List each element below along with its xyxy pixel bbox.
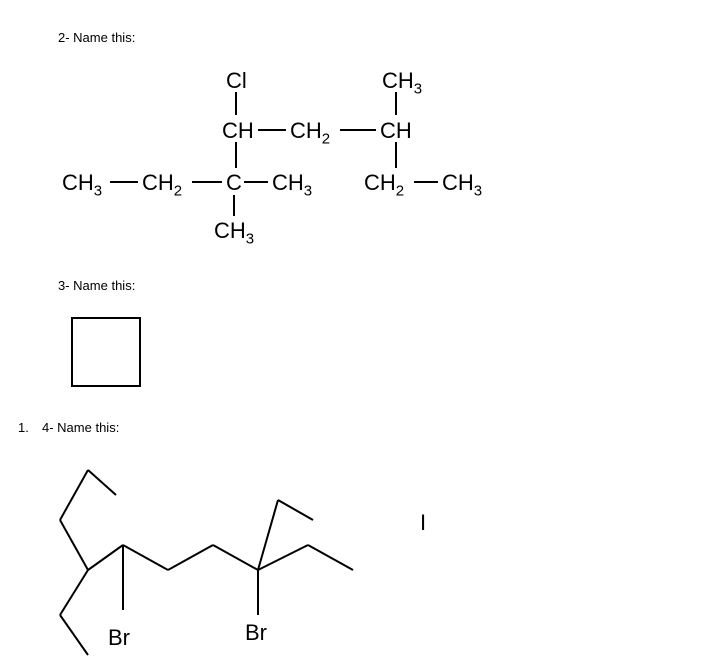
q3-cyclobutane bbox=[62, 308, 182, 428]
q4-Br1: Br bbox=[108, 625, 130, 651]
q2-bonds bbox=[0, 0, 724, 260]
q4-prompt: 4- Name this: bbox=[42, 420, 119, 435]
q4-listnum: 1. bbox=[18, 420, 29, 435]
q3-prompt: 3- Name this: bbox=[58, 278, 135, 293]
q4-structure bbox=[18, 440, 518, 670]
q2-structure: Cl CH3 CH CH2 CH CH3 CH2 C CH3 CH2 CH3 C… bbox=[0, 0, 724, 260]
q4-I: I bbox=[420, 510, 426, 536]
q4-Br2: Br bbox=[245, 620, 267, 646]
